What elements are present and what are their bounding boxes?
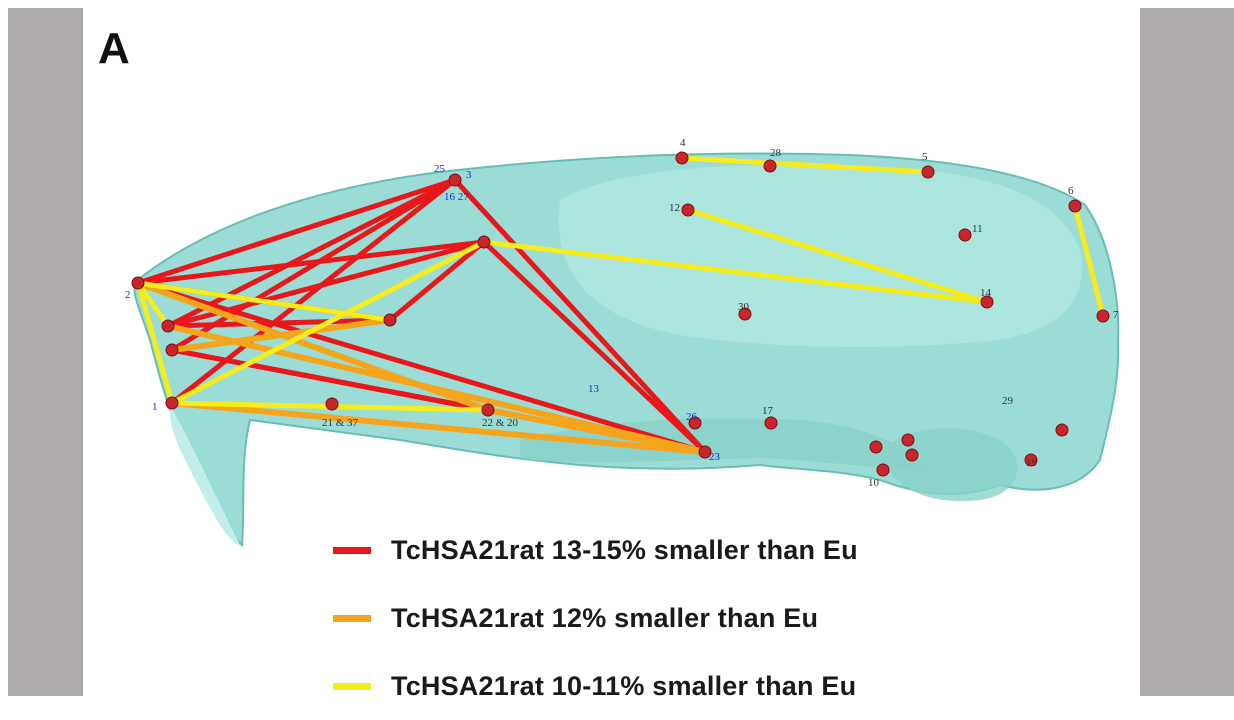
yellow-measurement-line	[135, 280, 171, 329]
landmark-point	[383, 313, 397, 327]
yellow-measurement-line	[135, 280, 175, 406]
landmark-point	[876, 463, 890, 477]
landmark-label: 10	[868, 477, 880, 489]
yellow-measurement-line	[679, 155, 931, 175]
landmark-label: 21 & 37	[322, 417, 359, 429]
incisor	[169, 405, 240, 545]
landmark-label: 30	[738, 301, 750, 313]
landmark-label: 4	[680, 137, 686, 149]
red-measurement-line	[169, 177, 458, 406]
landmark-point	[477, 235, 491, 249]
landmark-label: 22 & 20	[482, 417, 519, 429]
landmark-label: 25	[434, 163, 446, 175]
legend-label-yellow: TcHSA21rat 10-11% smaller than Eu	[391, 670, 857, 701]
landmark-label: 3	[466, 169, 472, 181]
orange-measurement-line	[169, 317, 393, 353]
legend-label-red: TcHSA21rat 13-15% smaller than Eu	[391, 534, 858, 565]
red-measurement-line	[481, 239, 708, 455]
landmark-point	[681, 203, 695, 217]
landmark-point	[763, 159, 777, 173]
landmark-label: 29	[1002, 395, 1014, 407]
landmark-point	[980, 295, 994, 309]
yellow-measurement-line	[685, 207, 990, 305]
orange-measurement-line	[165, 323, 708, 455]
landmark-label: 14	[980, 287, 992, 299]
landmark-point	[481, 403, 495, 417]
landmark-label: 19	[1026, 457, 1038, 469]
skull-silhouette	[133, 152, 1120, 548]
red-measurement-line	[452, 177, 708, 455]
landmark-label: 28	[770, 147, 782, 159]
landmark-point	[325, 397, 339, 411]
landmark-point	[675, 151, 689, 165]
landmark-label: 6	[1068, 185, 1074, 197]
skull-diagram: 4 28 5 6 7 12 11 14 30 25 3 16 27 2 1 13 26 23 21 & 37 22 …	[125, 137, 1120, 548]
landmark-point	[165, 396, 179, 410]
red-measurement-line	[135, 177, 458, 286]
landmark-point	[688, 416, 702, 430]
red-measurement-line	[135, 280, 708, 455]
legend-label-orange: TcHSA21rat 12% smaller than Eu	[391, 602, 819, 633]
landmark-point	[905, 448, 919, 462]
red-measurement-line	[169, 347, 491, 413]
legend: TcHSA21rat 13-15% smaller than Eu TcHSA2…	[333, 516, 1033, 720]
landmark-point	[901, 433, 915, 447]
landmark-label: 16 27	[444, 191, 469, 203]
landmark-point	[1068, 199, 1082, 213]
red-measurement-line	[135, 239, 487, 286]
legend-item-yellow: TcHSA21rat 10-11% smaller than Eu	[333, 652, 1033, 720]
landmark-label: 12	[669, 202, 680, 214]
landmark-label: 2	[125, 289, 131, 301]
landmark-point	[1024, 453, 1038, 467]
red-measurement-line	[387, 239, 487, 323]
landmark-point	[869, 440, 883, 454]
orange-measurement-line	[485, 407, 708, 455]
legend-item-orange: TcHSA21rat 12% smaller than Eu	[333, 584, 1033, 652]
landmark-labels: 4 28 5 6 7 12 11 14 30 25 3 16 27 2 1 13 26 23 21 & 37 22 …	[125, 137, 1119, 489]
orange-measurement-line	[169, 400, 708, 455]
legend-swatch-orange	[333, 614, 371, 622]
legend-swatch-red	[333, 546, 371, 554]
tympanic-bulla	[880, 428, 1018, 502]
landmark-point	[738, 307, 752, 321]
landmark-label: 13	[588, 383, 600, 395]
yellow-measurement-line	[481, 239, 990, 305]
panel-label: A	[98, 24, 130, 73]
landmark-point	[448, 173, 462, 187]
landmark-point	[958, 228, 972, 242]
landmark-label: 17	[762, 405, 774, 417]
landmark-label: 26	[686, 411, 698, 423]
landmark-point	[698, 445, 712, 459]
landmark-point	[1096, 309, 1110, 323]
landmark-label: 23	[709, 451, 721, 463]
legend-item-red: TcHSA21rat 13-15% smaller than Eu	[333, 516, 1033, 584]
red-measurement-line	[165, 177, 458, 329]
landmark-label: 5	[922, 151, 928, 163]
landmark-point	[161, 319, 175, 333]
legend-swatch-yellow	[333, 682, 371, 690]
red-measurement-line	[165, 317, 393, 329]
landmark-point	[131, 276, 145, 290]
landmark-point	[921, 165, 935, 179]
left-margin-bar	[8, 8, 83, 696]
landmark-label: 7	[1113, 309, 1119, 321]
red-measurement-line	[169, 177, 458, 353]
yellow-measurement-line	[169, 239, 487, 406]
landmark-label: 11	[972, 223, 983, 235]
braincase	[558, 164, 1082, 347]
landmark-point	[1055, 423, 1069, 437]
landmark-point	[165, 343, 179, 357]
landmark-label: 1	[152, 401, 158, 413]
right-margin-bar	[1140, 8, 1234, 696]
landmark-point	[764, 416, 778, 430]
landmark-points	[131, 151, 1110, 477]
yellow-measurement-line	[1072, 203, 1106, 319]
